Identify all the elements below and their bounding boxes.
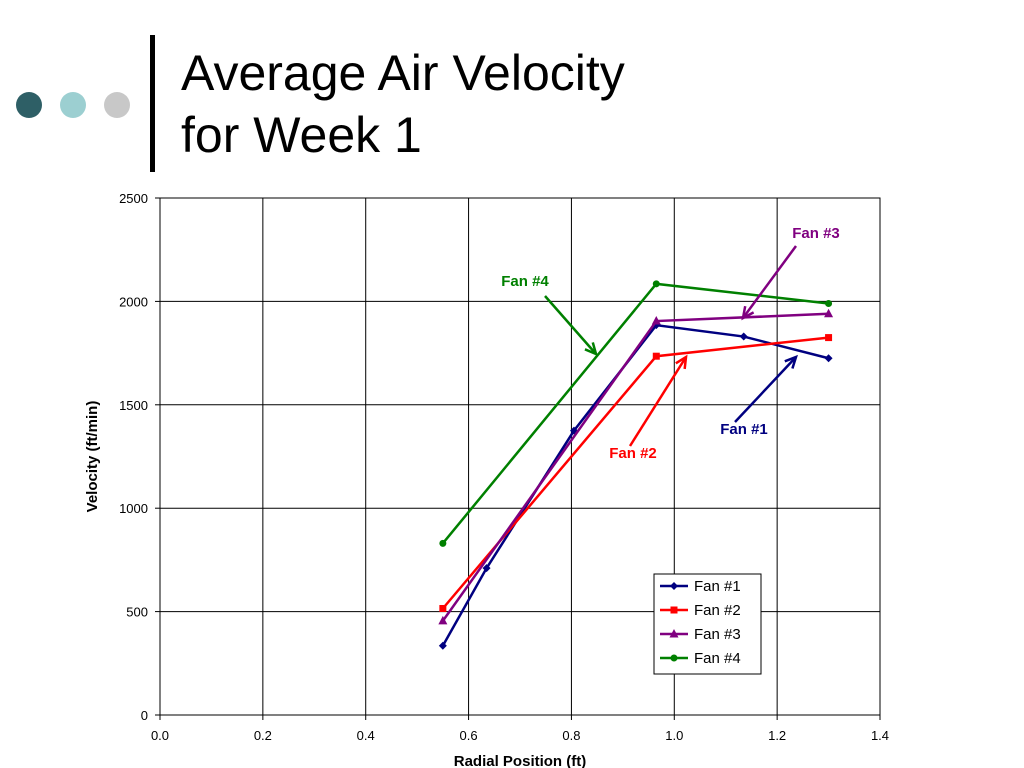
x-tick-label: 1.2 bbox=[768, 728, 786, 743]
series-line bbox=[441, 282, 829, 545]
legend-item-fan-3: Fan #3 bbox=[660, 626, 741, 643]
x-tick-label: 0.8 bbox=[562, 728, 580, 743]
annotation-arrow-shaft bbox=[628, 356, 688, 447]
legend-swatch-marker bbox=[670, 654, 678, 662]
y-tick-labels: 0 500 1000 1500 2000 2500 bbox=[119, 191, 148, 723]
series-line bbox=[441, 323, 829, 647]
data-point bbox=[825, 299, 833, 307]
data-point bbox=[438, 615, 448, 625]
series-fan-4 bbox=[439, 280, 833, 547]
slide-title: Average Air Velocity for Week 1 bbox=[181, 42, 625, 166]
title-line-1: Average Air Velocity bbox=[181, 45, 625, 101]
data-point bbox=[438, 641, 447, 650]
annotation-arrow-shaft bbox=[741, 245, 798, 319]
annotation-fan-1: Fan #1 bbox=[720, 354, 798, 438]
y-tick-label: 1500 bbox=[119, 398, 148, 413]
annotation-arrow-shaft bbox=[544, 295, 597, 355]
data-point bbox=[651, 316, 661, 325]
x-tick-label: 0.4 bbox=[357, 728, 375, 743]
x-axis-label: Radial Position (ft) bbox=[454, 753, 587, 768]
x-tick-label: 0.2 bbox=[254, 728, 272, 743]
series-fan-3 bbox=[438, 308, 834, 625]
chart-series bbox=[438, 280, 834, 650]
data-point bbox=[652, 352, 660, 360]
y-tick-label: 1000 bbox=[119, 501, 148, 516]
series-line bbox=[441, 312, 829, 622]
data-point bbox=[439, 604, 447, 612]
x-tick-label: 0.6 bbox=[460, 728, 478, 743]
series-fan-1 bbox=[438, 321, 833, 650]
annotation-arrow-shaft bbox=[734, 356, 797, 423]
x-tick-label: 1.4 bbox=[871, 728, 889, 743]
plot-frame bbox=[159, 197, 881, 716]
annotation-arrow-head bbox=[741, 305, 755, 321]
legend-item-fan-2: Fan #2 bbox=[660, 602, 741, 619]
title-divider bbox=[150, 35, 155, 172]
x-tick-labels: 0.0 0.2 0.4 0.6 0.8 1.0 1.2 1.4 bbox=[151, 728, 889, 743]
series-fan-2 bbox=[439, 334, 833, 612]
chart-legend: Fan #1 Fan #2 Fan #3 Fan #4 bbox=[653, 573, 762, 675]
legend-swatch-marker bbox=[669, 629, 679, 638]
annotation-arrow-head bbox=[675, 354, 688, 370]
data-point bbox=[482, 564, 491, 573]
legend-label: Fan #4 bbox=[694, 650, 741, 667]
annotation-label: Fan #2 bbox=[609, 445, 657, 462]
legend-swatch-marker bbox=[670, 606, 678, 614]
annotation-label: Fan #4 bbox=[501, 273, 549, 290]
data-point bbox=[825, 334, 833, 342]
data-point bbox=[652, 280, 660, 288]
x-tick-label: 0.0 bbox=[151, 728, 169, 743]
legend-label: Fan #3 bbox=[694, 626, 741, 643]
data-point bbox=[824, 308, 834, 318]
legend-item-fan-1: Fan #1 bbox=[660, 578, 741, 595]
y-tick-label: 2500 bbox=[119, 191, 148, 206]
y-tick-label: 0 bbox=[141, 708, 148, 723]
y-axis-label: Velocity (ft/min) bbox=[84, 401, 101, 513]
annotation-label: Fan #1 bbox=[720, 421, 768, 438]
legend-swatch-marker bbox=[670, 582, 678, 590]
title-line-2: for Week 1 bbox=[181, 107, 422, 163]
y-tick-label: 500 bbox=[126, 605, 148, 620]
bullet-dot-teal bbox=[60, 92, 86, 118]
bullet-dot-dark bbox=[16, 92, 42, 118]
chart-annotations: Fan #3 Fan #4 Fan #1 Fan #2 bbox=[501, 225, 840, 462]
data-point bbox=[739, 332, 748, 341]
annotation-fan-4: Fan #4 bbox=[501, 273, 598, 357]
data-point bbox=[439, 539, 447, 547]
data-point bbox=[824, 354, 833, 363]
bullet-dot-grey bbox=[104, 92, 130, 118]
legend-item-fan-4: Fan #4 bbox=[660, 650, 741, 667]
annotation-arrow-head bbox=[584, 342, 598, 357]
legend-label: Fan #1 bbox=[694, 578, 741, 595]
annotation-fan-3: Fan #3 bbox=[741, 225, 840, 321]
annotation-arrow-head bbox=[784, 354, 798, 369]
annotation-fan-2: Fan #2 bbox=[609, 354, 688, 462]
annotation-label: Fan #3 bbox=[792, 225, 840, 242]
legend-label: Fan #2 bbox=[694, 602, 741, 619]
y-tick-label: 2000 bbox=[119, 294, 148, 309]
x-tick-label: 1.0 bbox=[665, 728, 683, 743]
